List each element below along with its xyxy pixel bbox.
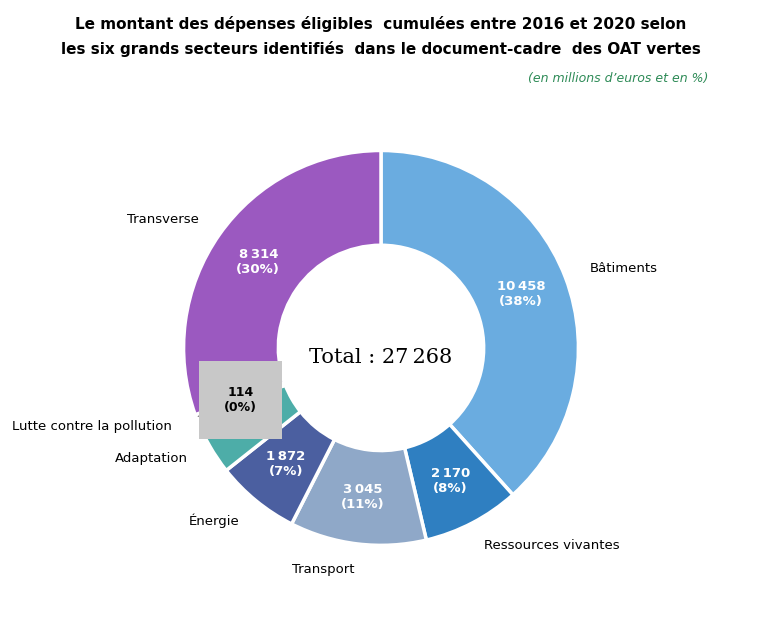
Text: Adaptation: Adaptation — [114, 453, 187, 465]
Wedge shape — [405, 424, 513, 540]
Text: Le montant des dépenses éligibles  cumulées entre 2016 et 2020 selon: Le montant des dépenses éligibles cumulé… — [75, 16, 687, 32]
Text: Total : 27 268: Total : 27 268 — [309, 348, 453, 367]
Text: 114
(0%): 114 (0%) — [224, 386, 257, 414]
Wedge shape — [226, 412, 335, 524]
Text: 8 314
(30%): 8 314 (30%) — [236, 248, 280, 275]
Wedge shape — [197, 385, 300, 471]
Text: 10 458
(38%): 10 458 (38%) — [497, 280, 546, 308]
Text: Lutte contre la pollution: Lutte contre la pollution — [12, 419, 172, 433]
Text: Énergie: Énergie — [189, 513, 240, 528]
Text: Bâtiments: Bâtiments — [589, 262, 658, 275]
Text: Transport: Transport — [292, 563, 354, 576]
Text: 1 295
(5%): 1 295 (5%) — [231, 409, 271, 436]
Text: 2 170
(8%): 2 170 (8%) — [431, 467, 470, 495]
Text: 3 045
(11%): 3 045 (11%) — [341, 483, 385, 511]
Wedge shape — [292, 439, 427, 545]
Text: les six grands secteurs identifiés  dans le document-cadre  des OAT vertes: les six grands secteurs identifiés dans … — [61, 41, 701, 57]
Wedge shape — [195, 382, 285, 419]
Wedge shape — [381, 150, 578, 495]
Text: (en millions d’euros et en %): (en millions d’euros et en %) — [528, 72, 709, 85]
Wedge shape — [184, 150, 381, 414]
Text: Transverse: Transverse — [126, 213, 199, 226]
Text: Ressources vivantes: Ressources vivantes — [485, 539, 620, 552]
Text: 1 872
(7%): 1 872 (7%) — [267, 450, 306, 478]
